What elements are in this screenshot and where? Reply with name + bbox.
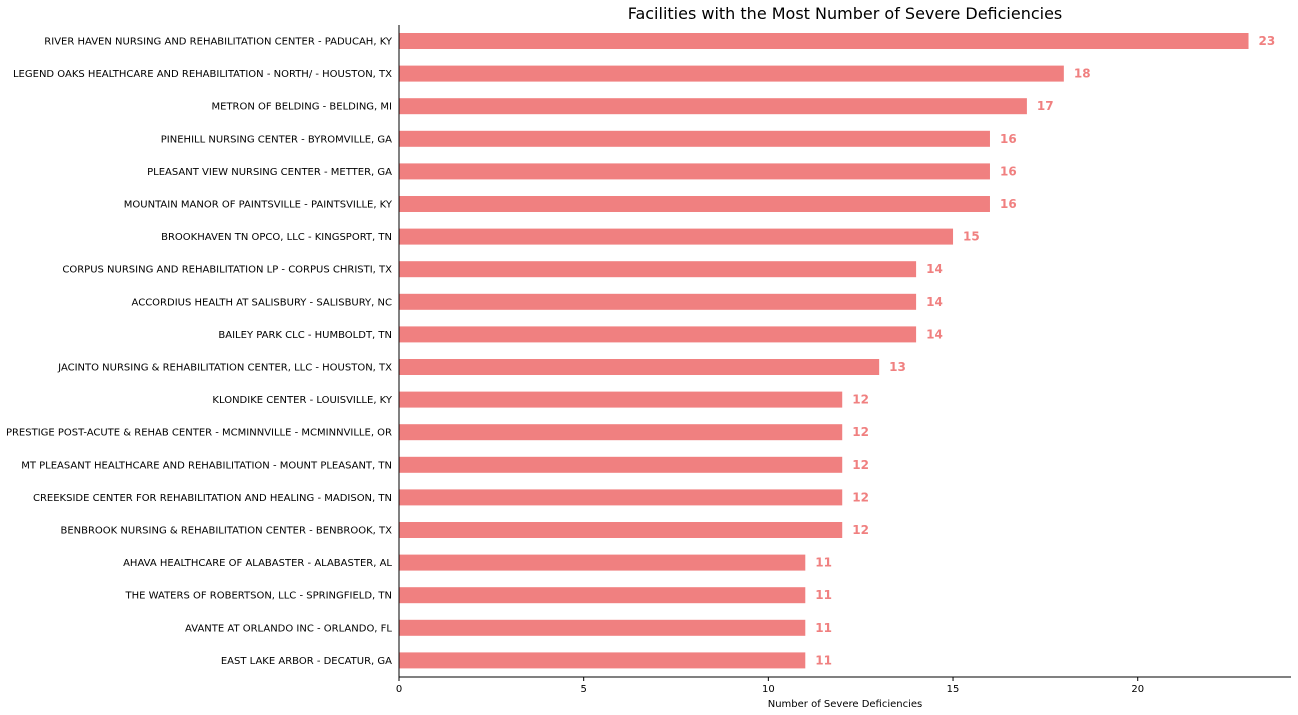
bar: [399, 261, 917, 278]
value-label: 11: [815, 556, 832, 570]
value-label: 15: [963, 230, 980, 244]
category-label: PRESTIGE POST-ACUTE & REHAB CENTER - MCM…: [6, 428, 392, 439]
category-label: MT PLEASANT HEALTHCARE AND REHABILITATIO…: [21, 460, 392, 471]
bar: [399, 130, 990, 147]
bar: [399, 196, 990, 212]
bar: [399, 228, 954, 245]
value-label: 14: [926, 262, 943, 276]
value-label: 16: [1000, 132, 1017, 146]
category-label: CREEKSIDE CENTER FOR REHABILITATION AND …: [33, 493, 392, 504]
value-label: 11: [815, 653, 832, 667]
value-label: 12: [852, 523, 869, 537]
bars-layer: [399, 33, 1249, 669]
value-label: 12: [852, 393, 869, 407]
value-label: 14: [926, 295, 943, 309]
category-label: THE WATERS OF ROBERTSON, LLC - SPRINGFIE…: [125, 591, 392, 602]
category-label: PINEHILL NURSING CENTER - BYROMVILLE, GA: [161, 134, 392, 145]
bar: [399, 65, 1064, 82]
category-label: AHAVA HEALTHCARE OF ALABASTER - ALABASTE…: [123, 558, 392, 569]
bar: [399, 424, 843, 441]
category-label: BENBROOK NURSING & REHABILITATION CENTER…: [60, 526, 392, 537]
category-label: RIVER HAVEN NURSING AND REHABILITATION C…: [44, 37, 393, 48]
bar: [399, 456, 843, 473]
bar: [399, 98, 1027, 115]
bar: [399, 587, 806, 604]
category-label: AVANTE AT ORLANDO INC - ORLANDO, FL: [185, 623, 392, 634]
value-label: 16: [1000, 164, 1017, 178]
value-label: 14: [926, 327, 943, 341]
x-tick-label: 20: [1131, 684, 1144, 695]
value-label: 16: [1000, 197, 1017, 211]
value-labels: 23 18 17 16 16 16 15 14 14 14 13 12 12 12 12 12 11 11 11 11: [815, 34, 1275, 667]
bar: [399, 554, 806, 571]
x-tick-label: 10: [762, 684, 775, 695]
value-label: 11: [815, 621, 832, 635]
bar: [399, 33, 1249, 49]
bar: [399, 163, 990, 180]
bar: [399, 522, 843, 538]
category-label: LEGEND OAKS HEALTHCARE AND REHABILITATIO…: [13, 69, 392, 80]
x-axis-title: Number of Severe Deficiencies: [768, 699, 923, 710]
value-label: 18: [1074, 67, 1091, 81]
x-tick-label: 0: [396, 684, 402, 695]
value-label: 23: [1259, 34, 1276, 48]
bar: [399, 652, 806, 669]
x-tick-label: 5: [580, 684, 586, 695]
category-label: PLEASANT VIEW NURSING CENTER - METTER, G…: [147, 167, 392, 178]
value-label: 17: [1037, 99, 1054, 113]
chart-title: Facilities with the Most Number of Sever…: [628, 4, 1063, 23]
category-label: BROOKHAVEN TN OPCO, LLC - KINGSPORT, TN: [161, 232, 392, 243]
bar: [399, 293, 917, 310]
value-label: 11: [815, 588, 832, 602]
value-label: 12: [852, 458, 869, 472]
value-label: 12: [852, 490, 869, 504]
category-label: EAST LAKE ARBOR - DECATUR, GA: [221, 656, 392, 667]
bar: [399, 326, 917, 343]
value-label: 13: [889, 360, 906, 374]
bar: [399, 391, 843, 408]
category-label: MOUNTAIN MANOR OF PAINTSVILLE - PAINTSVI…: [124, 200, 393, 211]
category-label: METRON OF BELDING - BELDING, MI: [212, 102, 393, 113]
x-axis-ticks: 0 5 10 15 20: [396, 677, 1144, 695]
category-label: BAILEY PARK CLC - HUMBOLDT, TN: [218, 330, 392, 341]
bar: [399, 359, 880, 375]
bar: [399, 489, 843, 506]
category-label: ACCORDIUS HEALTH AT SALISBURY - SALISBUR…: [132, 297, 392, 308]
category-label: JACINTO NURSING & REHABILITATION CENTER,…: [57, 363, 392, 374]
category-label: KLONDIKE CENTER - LOUISVILLE, KY: [212, 395, 392, 406]
category-label: CORPUS NURSING AND REHABILITATION LP - C…: [62, 265, 392, 276]
category-labels: RIVER HAVEN NURSING AND REHABILITATION C…: [6, 37, 393, 667]
value-label: 12: [852, 425, 869, 439]
x-tick-label: 15: [947, 684, 960, 695]
bar: [399, 619, 806, 636]
